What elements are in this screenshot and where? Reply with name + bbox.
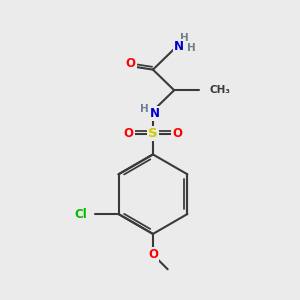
Text: H: H: [180, 33, 189, 43]
Text: Cl: Cl: [75, 208, 88, 220]
Text: N: N: [149, 107, 159, 120]
Text: N: N: [174, 40, 184, 53]
Text: H: H: [140, 104, 148, 114]
Text: CH₃: CH₃: [209, 85, 230, 95]
Text: O: O: [124, 127, 134, 140]
Text: O: O: [148, 248, 158, 261]
Text: O: O: [126, 57, 136, 70]
Text: S: S: [148, 127, 158, 140]
Text: H: H: [188, 43, 196, 52]
Text: O: O: [172, 127, 182, 140]
